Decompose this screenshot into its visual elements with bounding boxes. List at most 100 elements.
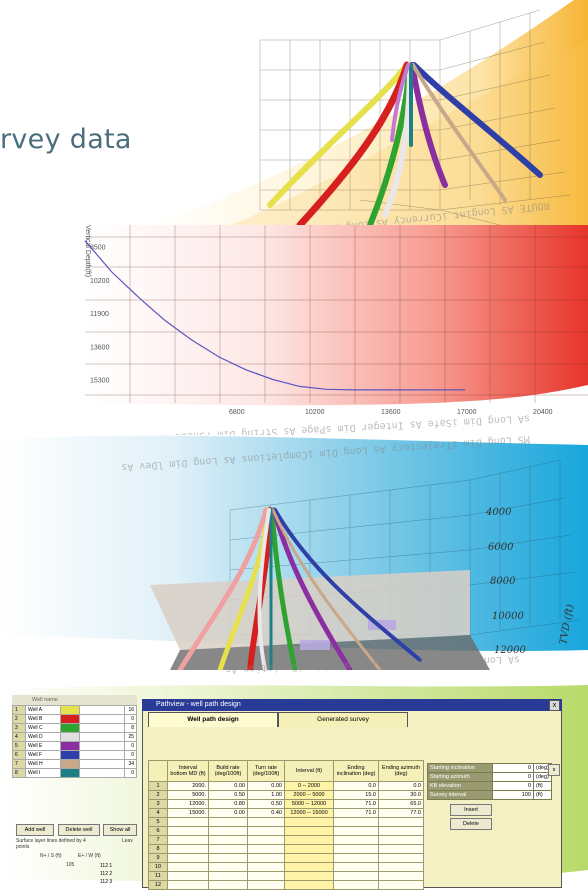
grid-cell[interactable] — [378, 862, 424, 872]
grid-cell[interactable] — [378, 853, 424, 863]
grid-cell[interactable] — [167, 871, 209, 881]
grid-cell[interactable] — [208, 880, 248, 890]
well-color-swatch[interactable] — [60, 714, 80, 724]
grid-cell[interactable] — [208, 853, 248, 863]
grid-cell[interactable]: 0.50 — [247, 799, 285, 809]
grid-cell[interactable] — [247, 835, 285, 845]
side-button[interactable]: s — [548, 764, 560, 776]
well-color-swatch[interactable] — [60, 705, 80, 715]
grid-cell[interactable] — [378, 880, 424, 890]
grid-cell[interactable]: 15.0 — [333, 790, 379, 800]
tab-generated-survey[interactable]: Generated survey — [278, 712, 408, 727]
grid-cell[interactable]: 30.0 — [378, 790, 424, 800]
property-value-input[interactable]: 0 — [492, 772, 534, 782]
well-color-swatch[interactable] — [60, 759, 80, 769]
property-value-input[interactable]: 0 — [492, 781, 534, 791]
grid-cell[interactable]: 0.00 — [208, 808, 248, 818]
grid-cell[interactable]: 0.50 — [208, 790, 248, 800]
grid-cell[interactable] — [378, 817, 424, 827]
grid-cell[interactable]: 5000 -- 12000 — [284, 799, 334, 809]
grid-cell[interactable] — [378, 835, 424, 845]
grid-cell[interactable]: 65.0 — [378, 799, 424, 809]
grid-cell[interactable] — [167, 880, 209, 890]
grid-cell[interactable]: 77.0 — [378, 808, 424, 818]
grid-cell[interactable] — [167, 835, 209, 845]
grid-cell[interactable] — [284, 853, 334, 863]
grid-cell[interactable]: 15000. — [167, 808, 209, 818]
grid-cell[interactable] — [333, 853, 379, 863]
well-color-swatch[interactable] — [60, 768, 80, 778]
grid-cell[interactable] — [247, 862, 285, 872]
delete-row-button[interactable]: Delete — [450, 818, 492, 830]
well-list-row[interactable]: 7 Well H 34 — [12, 759, 137, 769]
well-list-row[interactable]: 4 Well D 25 — [12, 732, 137, 742]
grid-cell[interactable]: 0.0 — [378, 781, 424, 791]
well-color-swatch[interactable] — [60, 723, 80, 733]
grid-cell[interactable] — [167, 844, 209, 854]
property-value-input[interactable]: 100 — [492, 790, 534, 800]
well-color-swatch[interactable] — [60, 741, 80, 751]
insert-button[interactable]: Insert — [450, 804, 492, 816]
grid-cell[interactable]: 1.00 — [247, 790, 285, 800]
grid-cell[interactable]: 2000 -- 5000 — [284, 790, 334, 800]
grid-cell[interactable] — [284, 844, 334, 854]
property-value-input[interactable]: 0 — [492, 763, 534, 773]
show-all-button[interactable]: Show all — [103, 824, 137, 836]
grid-cell[interactable] — [208, 835, 248, 845]
grid-cell[interactable] — [333, 826, 379, 836]
grid-cell[interactable]: 0.00 — [247, 781, 285, 791]
well-list-row[interactable]: 1 Well A 16 — [12, 705, 137, 715]
grid-cell[interactable]: 0.80 — [208, 799, 248, 809]
grid-cell[interactable] — [333, 844, 379, 854]
grid-cell[interactable] — [167, 826, 209, 836]
grid-cell[interactable] — [167, 817, 209, 827]
well-list-row[interactable]: 8 Well I 0 — [12, 768, 137, 778]
close-icon[interactable]: x — [549, 700, 560, 711]
grid-cell[interactable] — [378, 871, 424, 881]
grid-cell[interactable] — [208, 862, 248, 872]
grid-cell[interactable]: 71.0 — [333, 808, 379, 818]
grid-cell[interactable]: 12000. — [167, 799, 209, 809]
grid-cell[interactable] — [208, 844, 248, 854]
grid-cell[interactable]: 2000. — [167, 781, 209, 791]
well-color-swatch[interactable] — [60, 750, 80, 760]
grid-cell[interactable] — [284, 871, 334, 881]
well-list-row[interactable]: 2 Well B 0 — [12, 714, 137, 724]
grid-cell[interactable] — [284, 826, 334, 836]
well-color-swatch[interactable] — [60, 732, 80, 742]
grid-cell[interactable] — [247, 853, 285, 863]
grid-cell[interactable] — [333, 862, 379, 872]
grid-cell[interactable]: 0 -- 2000 — [284, 781, 334, 791]
grid-cell[interactable] — [378, 826, 424, 836]
grid-cell[interactable] — [333, 880, 379, 890]
grid-cell[interactable] — [167, 862, 209, 872]
grid-cell[interactable] — [247, 817, 285, 827]
grid-cell[interactable]: 12000 -- 15000 — [284, 808, 334, 818]
grid-cell[interactable] — [378, 844, 424, 854]
grid-cell[interactable] — [284, 880, 334, 890]
grid-cell[interactable] — [167, 853, 209, 863]
well-list-row[interactable]: 6 Well F 0 — [12, 750, 137, 760]
grid-cell[interactable]: 0.00 — [208, 781, 248, 791]
grid-cell[interactable] — [247, 844, 285, 854]
grid-cell[interactable] — [247, 880, 285, 890]
grid-cell[interactable]: 5000. — [167, 790, 209, 800]
well-list-row[interactable]: 5 Well E 0 — [12, 741, 137, 751]
grid-cell[interactable] — [208, 826, 248, 836]
tab-well-path-design[interactable]: Well path design — [148, 712, 278, 727]
grid-cell[interactable] — [333, 871, 379, 881]
grid-cell[interactable] — [208, 817, 248, 827]
grid-cell[interactable] — [284, 835, 334, 845]
grid-cell[interactable] — [333, 817, 379, 827]
grid-cell[interactable]: 0.0 — [333, 781, 379, 791]
well-list-row[interactable]: 3 Well C 8 — [12, 723, 137, 733]
grid-cell[interactable]: 71.0 — [333, 799, 379, 809]
grid-cell[interactable] — [208, 871, 248, 881]
grid-cell[interactable] — [247, 826, 285, 836]
delete-well-button[interactable]: Delete well — [58, 824, 100, 836]
grid-cell[interactable] — [333, 835, 379, 845]
grid-cell[interactable] — [284, 817, 334, 827]
grid-cell[interactable]: 0.40 — [247, 808, 285, 818]
grid-cell[interactable] — [247, 871, 285, 881]
grid-cell[interactable] — [284, 862, 334, 872]
